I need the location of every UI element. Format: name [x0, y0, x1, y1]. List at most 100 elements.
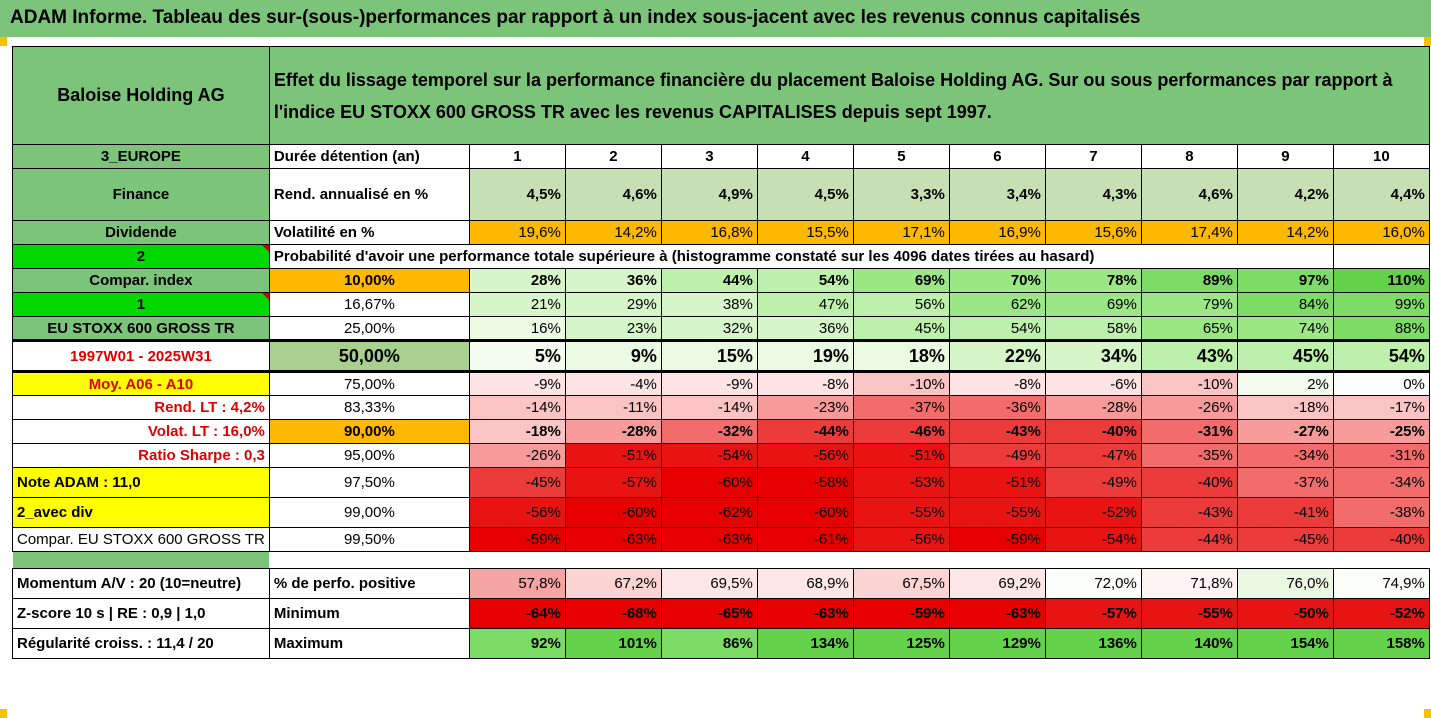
maximum-label: Maximum	[268, 628, 470, 659]
rend-label: Rend. annualisé en %	[268, 168, 470, 221]
probability-value: 34%	[1044, 339, 1142, 373]
probability-level: 25,00%	[268, 316, 470, 341]
volat-value: 16,0%	[1332, 220, 1430, 245]
probability-value: -31%	[1332, 443, 1430, 468]
probability-value: -60%	[660, 467, 758, 498]
probability-value: 9%	[564, 339, 662, 373]
probability-value: 79%	[1140, 292, 1238, 317]
probability-value: 65%	[1140, 316, 1238, 341]
probability-level: 90,00%	[268, 419, 470, 444]
probability-value: 15%	[660, 339, 758, 373]
probability-value: -51%	[948, 467, 1046, 498]
probability-value: 21%	[468, 292, 566, 317]
probability-value: -6%	[1044, 371, 1142, 396]
probability-value: -35%	[1140, 443, 1238, 468]
probability-value: -44%	[1140, 527, 1238, 552]
title-bar: ADAM Informe. Tableau des sur-(sous-)per…	[0, 0, 1431, 37]
probability-value: -10%	[1140, 371, 1238, 396]
probability-value: -56%	[756, 443, 854, 468]
pct-positive-label: % de perfo. positive	[268, 568, 470, 599]
probability-value: 32%	[660, 316, 758, 341]
probability-value: 36%	[564, 268, 662, 293]
probability-value: 69%	[852, 268, 950, 293]
probability-value: -54%	[660, 443, 758, 468]
probability-value: 84%	[1236, 292, 1334, 317]
probability-level: 99,00%	[268, 497, 470, 528]
probability-value: 89%	[1140, 268, 1238, 293]
volat-value: 17,4%	[1140, 220, 1238, 245]
left-label-ratio-sharpe: Ratio Sharpe : 0,3	[12, 443, 270, 468]
left-label-period: 1997W01 - 2025W31	[12, 339, 270, 373]
performance-table: Baloise Holding AG Effet du lissage tempo…	[12, 46, 1430, 659]
gap-strip	[12, 551, 270, 569]
probability-value: -36%	[948, 395, 1046, 420]
probability-value: 70%	[948, 268, 1046, 293]
maximum-value: 129%	[948, 628, 1046, 659]
probability-level: 95,00%	[268, 443, 470, 468]
probability-value: 88%	[1332, 316, 1430, 341]
probability-value: 44%	[660, 268, 758, 293]
probability-value: -9%	[468, 371, 566, 396]
maximum-value: 140%	[1140, 628, 1238, 659]
sector-label: Finance	[12, 168, 270, 221]
probability-value: -57%	[564, 467, 662, 498]
year-header: 8	[1140, 144, 1238, 169]
rend-value: 3,3%	[852, 168, 950, 221]
momentum-label: Momentum A/V : 20 (10=neutre)	[12, 568, 270, 599]
gap-cell	[949, 551, 1046, 569]
probability-value: 22%	[948, 339, 1046, 373]
pct-positive-value: 68,9%	[756, 568, 854, 599]
probability-value: 43%	[1140, 339, 1238, 373]
minimum-label: Minimum	[268, 598, 470, 629]
volat-value: 15,6%	[1044, 220, 1142, 245]
probability-value: -40%	[1044, 419, 1142, 444]
probability-level: 83,33%	[268, 395, 470, 420]
probability-value: -28%	[1044, 395, 1142, 420]
probability-value: -56%	[468, 497, 566, 528]
probability-value: -37%	[852, 395, 950, 420]
zscore-label: Z-score 10 s | RE : 0,9 | 1,0	[12, 598, 270, 629]
probability-value: 54%	[948, 316, 1046, 341]
probability-value: 38%	[660, 292, 758, 317]
minimum-value: -63%	[948, 598, 1046, 629]
probability-value: 78%	[1044, 268, 1142, 293]
probability-value: 69%	[1044, 292, 1142, 317]
volat-label: Volatilité en %	[268, 220, 470, 245]
probability-value: -53%	[852, 467, 950, 498]
maximum-value: 134%	[756, 628, 854, 659]
pct-positive-value: 67,5%	[852, 568, 950, 599]
maximum-value: 101%	[564, 628, 662, 659]
rend-value: 4,6%	[564, 168, 662, 221]
probability-value: -8%	[948, 371, 1046, 396]
rend-value: 4,4%	[1332, 168, 1430, 221]
probability-value: -9%	[660, 371, 758, 396]
rend-value: 4,2%	[1236, 168, 1334, 221]
probability-value: 47%	[756, 292, 854, 317]
probability-value: -63%	[564, 527, 662, 552]
report-title: ADAM Informe. Tableau des sur-(sous-)per…	[10, 7, 1141, 28]
probability-value: 0%	[1332, 371, 1430, 396]
probability-value: -28%	[564, 419, 662, 444]
corner-marker	[1424, 709, 1431, 718]
probability-value: 16%	[468, 316, 566, 341]
probability-value: -61%	[756, 527, 854, 552]
company-name: Baloise Holding AG	[12, 46, 270, 145]
probability-value: 62%	[948, 292, 1046, 317]
minimum-value: -55%	[1140, 598, 1238, 629]
gap-cell	[853, 551, 950, 569]
pct-positive-value: 76,0%	[1236, 568, 1334, 599]
volat-value: 16,8%	[660, 220, 758, 245]
maximum-value: 125%	[852, 628, 950, 659]
minimum-value: -50%	[1236, 598, 1334, 629]
probability-level: 10,00%	[268, 268, 470, 293]
probability-value: -43%	[948, 419, 1046, 444]
year-header: 4	[756, 144, 854, 169]
probability-value: 5%	[468, 339, 566, 373]
probability-value: 36%	[756, 316, 854, 341]
pct-positive-value: 67,2%	[564, 568, 662, 599]
probability-value: -26%	[1140, 395, 1238, 420]
probability-value: -59%	[948, 527, 1046, 552]
probability-level: 50,00%	[268, 339, 470, 373]
probability-value: -18%	[468, 419, 566, 444]
